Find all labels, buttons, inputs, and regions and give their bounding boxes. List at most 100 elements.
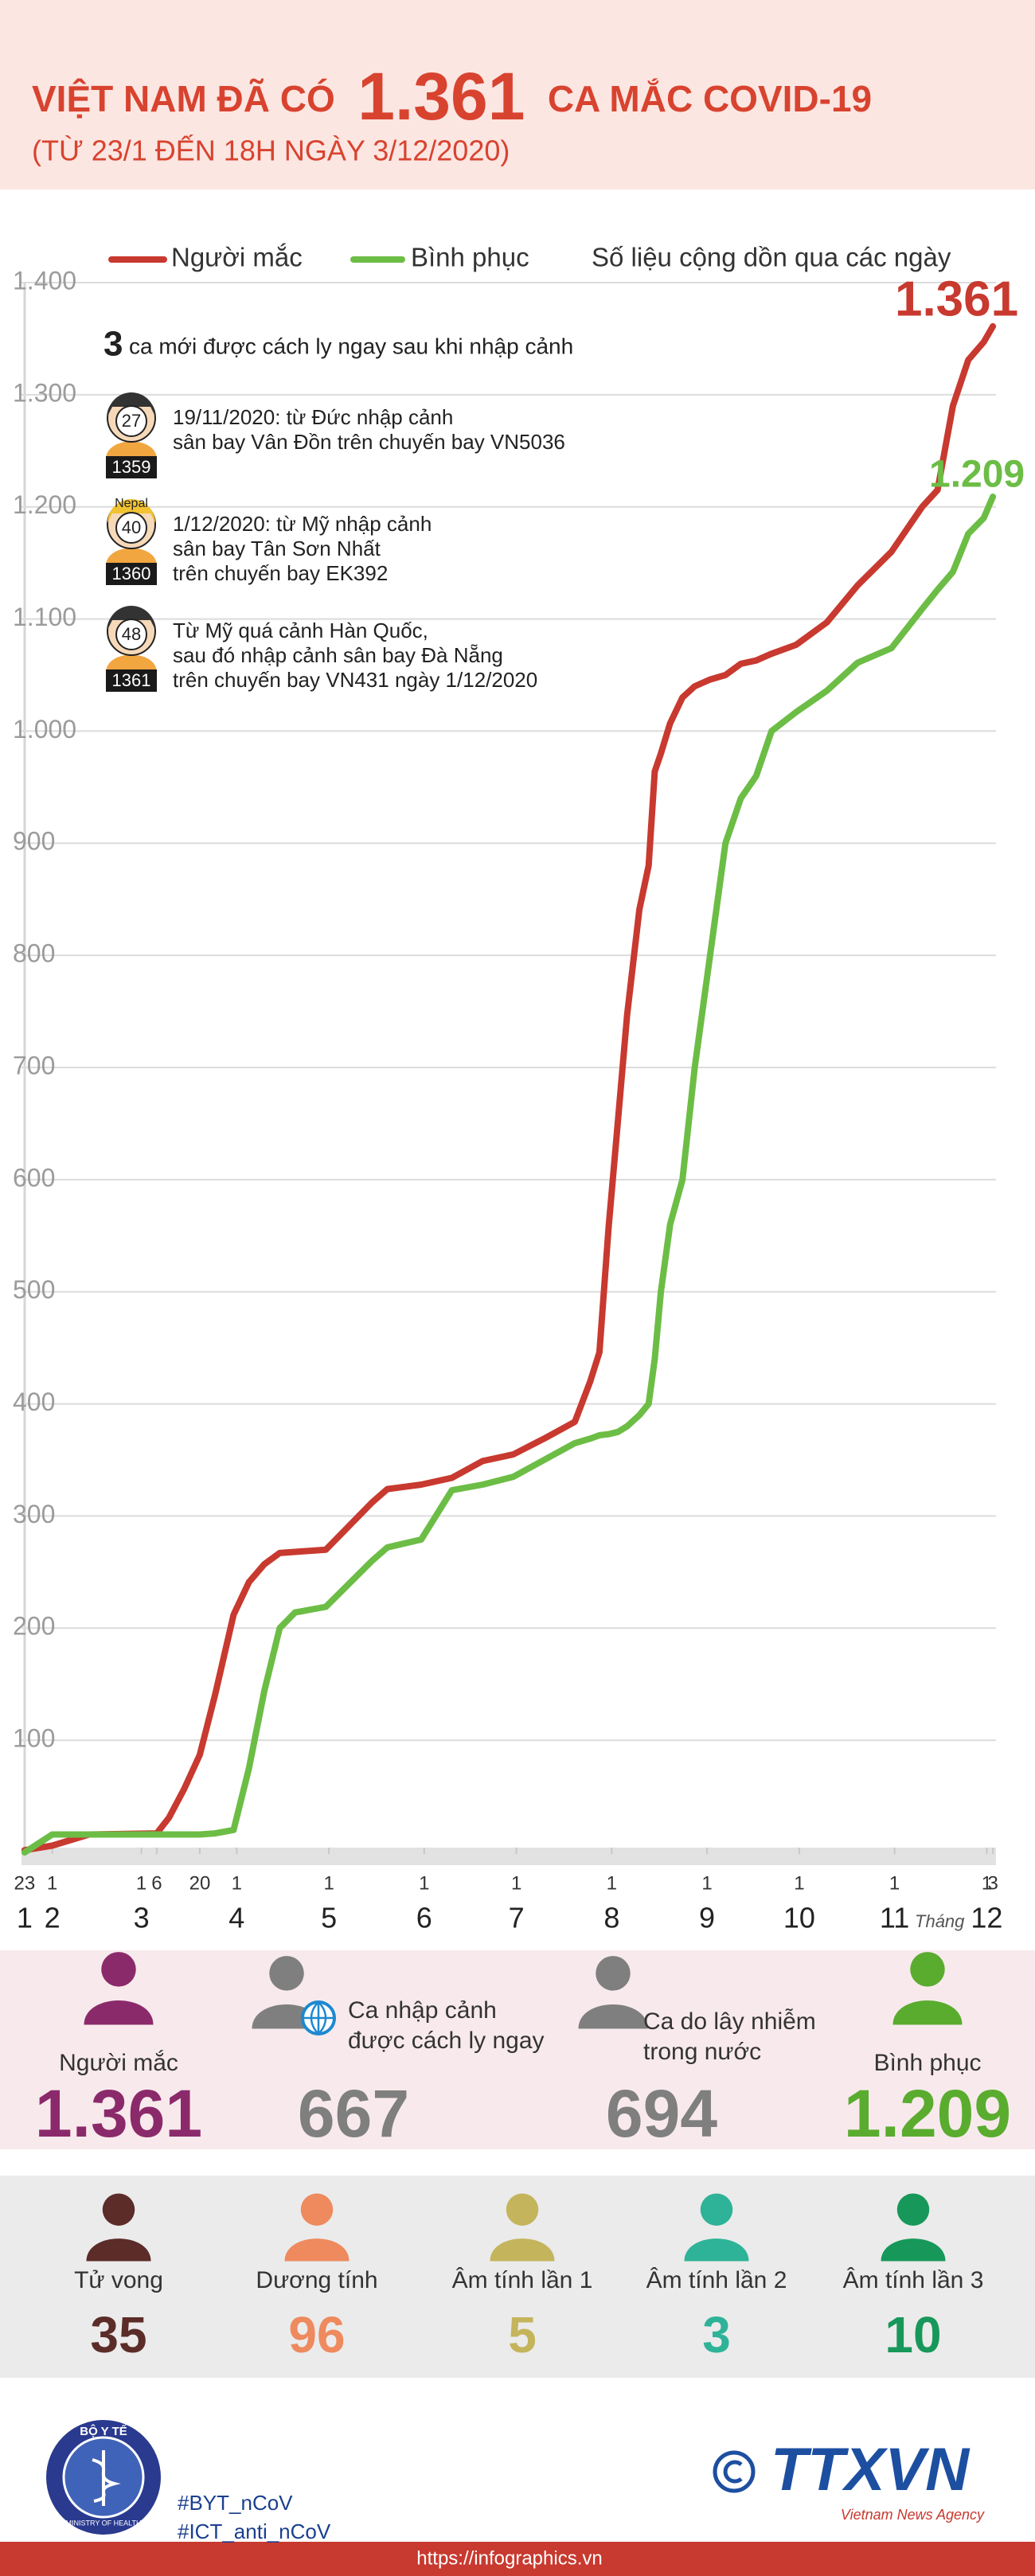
- summary-value: 1.209: [844, 2076, 1011, 2151]
- patient-hair: [107, 606, 155, 630]
- patient-shoulders: [106, 654, 157, 673]
- agency-name-en: Vietnam News Agency: [841, 2507, 985, 2523]
- patient-note: sân bay Vân Đồn trên chuyến bay VN5036: [173, 430, 565, 454]
- annotation-count: 3: [104, 325, 123, 364]
- y-tick-label: 700: [13, 1051, 55, 1079]
- patient-note: trên chuyến bay VN431 ngày 1/12/2020: [173, 668, 537, 692]
- y-tick-label: 200: [13, 1612, 55, 1641]
- globe-lines: [303, 2001, 334, 2035]
- hashtag: #BYT_nCoV: [178, 2491, 293, 2515]
- age-badge: [115, 405, 147, 437]
- patient-note: Từ Mỹ quá cảnh Hàn Quốc,: [173, 619, 428, 642]
- title: VIỆT NAM ĐÃ CÓ 1.361 CA MẮC COVID-19: [32, 59, 872, 134]
- month-label: 6: [416, 1902, 432, 1934]
- y-tick-label: 1.300: [13, 378, 76, 407]
- patient-note: 19/11/2020: từ Đức nhập cảnh: [173, 405, 453, 429]
- end-label: 1.361: [895, 271, 1018, 326]
- patient-age: 40: [122, 517, 141, 537]
- person-icon-body: [881, 2238, 946, 2262]
- outcome-value: 10: [885, 2306, 941, 2363]
- hashtag: #ICT_anti_nCoV: [178, 2519, 331, 2543]
- series-line: [21, 322, 997, 1854]
- outcome-value: 5: [508, 2306, 537, 2363]
- person-icon-body: [578, 2004, 648, 2029]
- x-tick-label: 1: [701, 1872, 712, 1894]
- person-icon-body: [892, 2000, 963, 2025]
- month-label: 7: [509, 1902, 525, 1934]
- y-tick-label: 1.100: [13, 603, 76, 631]
- patient-age: 27: [122, 411, 141, 431]
- chart-note: Số liệu cộng dồn qua các ngày: [592, 243, 951, 272]
- person-icon-head: [102, 2193, 135, 2226]
- outcome-label: Âm tính lần 2: [646, 2267, 787, 2293]
- age-badge: [115, 619, 147, 650]
- patient-note: 1/12/2020: từ Mỹ nhập cảnh: [173, 512, 432, 536]
- patient-note: sân bay Tân Sơn Nhất: [173, 537, 381, 560]
- person-icon-body: [684, 2238, 749, 2262]
- series-line: [21, 494, 997, 1856]
- title-lead: VIỆT NAM ĐÃ CÓ: [32, 78, 335, 119]
- summary-background: [0, 1950, 1035, 2149]
- patient-note: sau đó nhập cảnh sân bay Đà Nẵng: [173, 643, 503, 667]
- summary-label: Người mắc: [59, 2050, 178, 2076]
- x-axis-band: [21, 1848, 996, 1865]
- person-icon-head: [506, 2193, 539, 2226]
- month-label: 10: [783, 1902, 815, 1934]
- summary-value: 1.361: [35, 2076, 202, 2151]
- x-tick-label: 1: [47, 1872, 57, 1894]
- agency-logo: TTXVN: [771, 2436, 971, 2504]
- x-tick-label: 1: [323, 1872, 334, 1894]
- ministry-name-en: MINISTRY OF HEALTH: [65, 2519, 141, 2527]
- y-tick-label: 400: [13, 1388, 55, 1416]
- patient-id: 1361: [112, 670, 151, 690]
- subtitle: (TỪ 23/1 ĐẾN 18H NGÀY 3/12/2020): [32, 135, 510, 167]
- age-badge: [115, 512, 147, 544]
- patient-shoulders: [106, 548, 157, 566]
- summary-label: được cách ly ngay: [348, 2028, 545, 2054]
- summary-label: Ca do lây nhiễm: [643, 2008, 816, 2035]
- patient-hair: [107, 499, 155, 523]
- summary-label: trong nước: [643, 2039, 761, 2065]
- x-tick-label: 3: [987, 1872, 998, 1894]
- outcome-label: Dương tính: [256, 2267, 377, 2293]
- person-icon-head: [596, 1956, 631, 1991]
- outcome-value: 3: [702, 2306, 731, 2363]
- y-tick-label: 100: [13, 1724, 55, 1753]
- month-label: 12: [971, 1902, 1002, 1934]
- x-tick-label: 1: [232, 1872, 242, 1894]
- annotation-text: ca mới được cách ly ngay sau khi nhập cả…: [129, 334, 573, 358]
- month-label: 1: [17, 1902, 33, 1934]
- outcome-label: Âm tính lần 3: [843, 2267, 984, 2293]
- x-tick-label: 1: [794, 1872, 804, 1894]
- x-unit-label: Tháng: [915, 1911, 965, 1931]
- person-icon-head: [101, 1952, 136, 1987]
- patient-id: 1359: [112, 457, 151, 477]
- outcome-value: 35: [90, 2306, 146, 2363]
- patient-id-box: [106, 669, 157, 692]
- person-icon-head: [300, 2193, 334, 2226]
- y-tick-label: 1.400: [13, 266, 76, 295]
- patient-id-box: [106, 456, 157, 478]
- month-label: 5: [321, 1902, 337, 1934]
- patient-hair: [107, 392, 155, 416]
- person-icon-head: [269, 1956, 304, 1991]
- x-tick-label: 1: [982, 1872, 992, 1894]
- person-icon-body: [284, 2238, 350, 2262]
- footer-bar: [0, 2542, 1035, 2576]
- header-background: [0, 0, 1035, 189]
- title-number: 1.361: [357, 59, 525, 134]
- x-tick-label: 6: [151, 1872, 162, 1894]
- month-label: 4: [228, 1902, 244, 1934]
- patient-shoulders: [106, 441, 157, 459]
- person-icon-body: [86, 2238, 151, 2262]
- y-tick-label: 600: [13, 1163, 55, 1192]
- summary-value: 694: [606, 2076, 717, 2151]
- patient-age: 48: [122, 624, 141, 644]
- month-label: 3: [134, 1902, 150, 1934]
- x-tick-label: 1: [511, 1872, 521, 1894]
- person-icon-head: [700, 2193, 733, 2226]
- y-tick-label: 800: [13, 939, 55, 968]
- person-icon-body: [490, 2238, 555, 2262]
- legend-label: Bình phục: [411, 243, 529, 272]
